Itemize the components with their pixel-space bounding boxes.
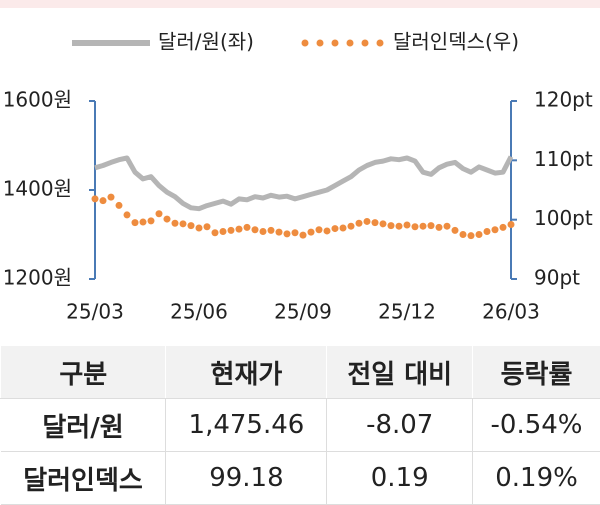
series-dot [324,227,331,234]
x-tick-label: 26/03 [482,300,540,324]
legend-swatch [377,40,384,47]
legend-swatch [317,40,324,47]
series-dot [492,226,499,233]
cell: 0.19% [473,452,600,505]
header-cell: 전일 대비 [327,346,473,399]
legend-swatch [332,40,339,47]
series-dot [484,228,491,235]
series-dot [276,229,283,236]
series-dot [372,219,379,226]
series-dot [124,211,131,218]
series-dot [212,229,219,236]
series-dot [164,216,171,223]
series-dot [292,229,299,236]
series-dot [412,223,419,230]
cell: -0.54% [473,399,600,452]
series-dot [268,227,275,234]
series-dot [244,224,251,231]
series-dot [252,226,259,233]
legend-label: 달러인덱스(우) [393,30,519,54]
series-dot [220,228,227,235]
x-tick-label: 25/03 [66,300,124,324]
table-row: 달러/원 1,475.46 -8.07 -0.54% [1,399,600,452]
series-dot [364,218,371,225]
legend-label: 달러/원(좌) [158,30,254,54]
series-dot [452,227,459,234]
series-dot [180,220,187,227]
series-dot [404,222,411,229]
series-dot [196,224,203,231]
y2-tick-label: 110pt [534,147,593,171]
series-dot [500,224,507,231]
series-dot [340,224,347,231]
y-tick-label: 1200원 [3,266,72,290]
legend-swatch [302,40,309,47]
y-tick-label: 1400원 [3,177,72,201]
x-tick-label: 25/06 [170,300,228,324]
series-dot [108,194,115,201]
series-dot [460,231,467,238]
series-dot [316,226,323,233]
cell: -8.07 [327,399,473,452]
series-dot [476,231,483,238]
header-cell: 현재가 [166,346,327,399]
series-dot [92,195,99,202]
series-dot [308,229,315,236]
series-dot [380,220,387,227]
series-dot [156,210,163,217]
series-dot [420,223,427,230]
series-dot [468,232,475,239]
cell: 1,475.46 [166,399,327,452]
table-row: 달러인덱스 99.18 0.19 0.19% [1,452,600,505]
legend-swatch [347,40,354,47]
y2-tick-label: 90pt [534,266,580,290]
series-dot [356,220,363,227]
series-dot [260,228,267,235]
x-tick-label: 25/12 [378,300,436,324]
series-dot [300,232,307,239]
cell: 0.19 [327,452,473,505]
table-header: 구분 현재가 전일 대비 등락률 [1,346,600,399]
series-dot [236,226,243,233]
series-dot [508,221,515,228]
series-line [95,157,511,209]
series-dot [444,223,451,230]
header-cell: 등락률 [473,346,600,399]
series-dot [228,227,235,234]
chart: 1200원 1400원 1600원 90pt 100pt 110pt 120pt 25/03 2… [0,0,600,340]
series-dot [188,222,195,229]
cell: 99.18 [166,452,327,505]
series-dot [132,219,139,226]
series-dot [428,222,435,229]
series-dot [140,219,147,226]
header-cell: 구분 [1,346,166,399]
series-dot [332,225,339,232]
series-dot [436,224,443,231]
series-dot [148,217,155,224]
series-dot [172,220,179,227]
series-dot [388,222,395,229]
series-dot [116,202,123,209]
series-dot [100,197,107,204]
cell: 달러/원 [1,399,166,452]
series-dot [348,223,355,230]
series-dot [204,223,211,230]
y2-tick-label: 120pt [534,88,593,112]
series-dot [284,230,291,237]
x-tick-label: 25/09 [274,300,332,324]
series-dot [396,223,403,230]
legend-swatch [362,40,369,47]
top-strip [0,0,600,8]
y2-tick-label: 100pt [534,206,593,230]
data-table: 구분 현재가 전일 대비 등락률 달러/원 1,475.46 -8.07 -0.… [0,346,600,505]
cell: 달러인덱스 [1,452,166,505]
y-tick-label: 1600원 [3,88,72,112]
